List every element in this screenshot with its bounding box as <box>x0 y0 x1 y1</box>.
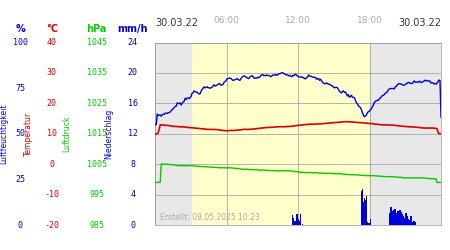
Bar <box>396 217 398 225</box>
Text: 30.03.22: 30.03.22 <box>398 18 441 28</box>
Bar <box>369 223 370 225</box>
Bar <box>410 216 412 225</box>
Bar <box>364 198 365 225</box>
Bar <box>292 215 293 225</box>
Text: 06:00: 06:00 <box>214 16 239 25</box>
Bar <box>293 218 294 225</box>
Text: 30: 30 <box>47 68 57 78</box>
Bar <box>406 216 408 225</box>
Bar <box>396 213 397 225</box>
Text: 0: 0 <box>18 220 23 230</box>
Text: 100: 100 <box>13 38 28 47</box>
Bar <box>397 212 399 225</box>
Bar <box>414 222 416 225</box>
Bar <box>401 214 403 225</box>
Bar <box>398 211 400 225</box>
Text: 0: 0 <box>49 160 54 169</box>
Bar <box>412 224 414 225</box>
Text: %: % <box>15 24 25 34</box>
Bar <box>403 218 405 225</box>
Text: Luftdruck: Luftdruck <box>62 116 71 152</box>
Text: 1015: 1015 <box>87 129 107 138</box>
Text: 40: 40 <box>47 38 57 47</box>
Bar <box>391 207 392 225</box>
Bar <box>364 200 366 225</box>
Bar <box>295 221 297 225</box>
Text: 10: 10 <box>47 129 57 138</box>
Bar <box>400 210 401 225</box>
Text: 1045: 1045 <box>87 38 107 47</box>
Bar <box>365 196 367 225</box>
Bar <box>363 202 364 225</box>
Text: 24: 24 <box>128 38 138 47</box>
Bar <box>409 221 410 225</box>
Text: hPa: hPa <box>86 24 107 34</box>
Bar <box>302 224 303 225</box>
Text: Niederschlag: Niederschlag <box>104 108 113 159</box>
Text: Luftfeuchtigkeit: Luftfeuchtigkeit <box>0 104 8 164</box>
Bar <box>390 213 391 225</box>
Text: 16: 16 <box>128 99 138 108</box>
Text: 20: 20 <box>47 99 57 108</box>
Bar <box>410 220 411 225</box>
Bar <box>369 219 371 225</box>
Text: 995: 995 <box>89 190 104 199</box>
Text: 1035: 1035 <box>87 68 107 78</box>
Bar <box>414 221 415 225</box>
Text: 30.03.22: 30.03.22 <box>155 18 198 28</box>
Bar <box>299 221 300 225</box>
Bar <box>392 214 394 225</box>
Text: 18:00: 18:00 <box>356 16 382 25</box>
Text: 8: 8 <box>130 160 135 169</box>
Text: 12:00: 12:00 <box>285 16 311 25</box>
Bar <box>405 220 406 225</box>
Bar <box>405 214 407 225</box>
Text: 25: 25 <box>15 175 25 184</box>
Text: 985: 985 <box>89 220 104 230</box>
Bar <box>395 209 396 225</box>
Bar <box>393 210 395 225</box>
Bar <box>407 219 409 225</box>
Bar <box>369 42 441 225</box>
Bar <box>155 42 191 225</box>
Bar <box>360 191 362 225</box>
Bar <box>298 219 299 225</box>
Bar <box>191 42 369 225</box>
Bar <box>411 222 413 225</box>
Bar <box>402 216 404 225</box>
Bar <box>367 222 368 225</box>
Text: 75: 75 <box>15 84 25 92</box>
Text: °C: °C <box>46 24 58 34</box>
Text: -10: -10 <box>44 190 59 199</box>
Bar <box>400 212 402 225</box>
Text: 0: 0 <box>130 220 135 230</box>
Text: 50: 50 <box>15 129 25 138</box>
Bar <box>392 211 393 225</box>
Bar <box>300 214 302 225</box>
Text: 4: 4 <box>130 190 135 199</box>
Text: mm/h: mm/h <box>117 24 148 34</box>
Bar <box>294 221 295 225</box>
Bar <box>368 223 369 225</box>
Bar <box>296 214 297 225</box>
Text: Temperatur: Temperatur <box>24 112 33 156</box>
Bar <box>362 189 363 225</box>
Text: Erstellt: 09.05.2025 10:23: Erstellt: 09.05.2025 10:23 <box>160 214 260 222</box>
Text: 12: 12 <box>128 129 138 138</box>
Text: 20: 20 <box>128 68 138 78</box>
Text: 1005: 1005 <box>87 160 107 169</box>
Text: -20: -20 <box>44 220 59 230</box>
Text: 1025: 1025 <box>87 99 107 108</box>
Bar <box>297 214 298 225</box>
